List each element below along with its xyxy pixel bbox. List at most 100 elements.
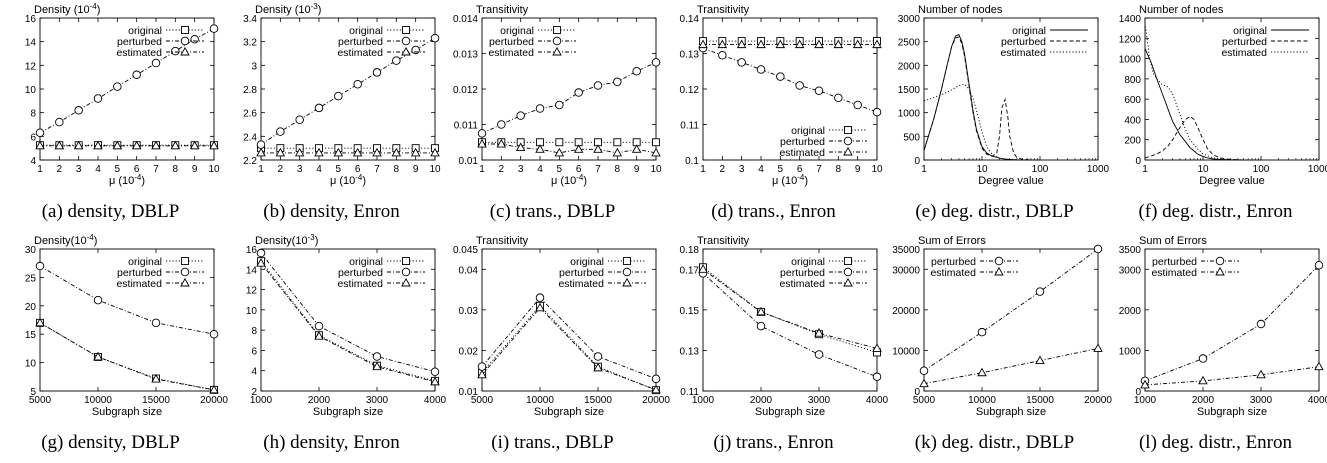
data-point-perturbed — [151, 318, 161, 328]
data-point-perturbed — [477, 362, 487, 371]
data-point-original — [555, 138, 564, 147]
x-tick-label: 5 — [115, 164, 121, 175]
data-point-perturbed — [314, 321, 324, 331]
series-line-perturbed — [260, 252, 436, 373]
x-tick-label: 3 — [76, 164, 82, 175]
series-line-perturbed — [39, 265, 215, 335]
data-point-estimated — [112, 140, 123, 150]
y-tick-label: 0.01 — [459, 387, 479, 398]
legend-label-estimated: estimated — [337, 47, 383, 59]
data-point-perturbed — [872, 107, 882, 117]
chart-e: Number of nodes 1 10 100 1000 0 500 1000 1500 200… — [898, 4, 1110, 187]
legend-label-perturbed: perturbed — [1152, 256, 1197, 268]
legend-label-estimated: estimated — [930, 267, 976, 279]
legend-marker-original — [844, 126, 852, 134]
legend-marker-perturbed — [401, 36, 411, 46]
series-line-original — [39, 322, 215, 391]
data-point-estimated — [814, 39, 824, 49]
y-tick-label: 10 — [246, 306, 258, 317]
chart-panel-g: Density(10-4) 5000 10000 15000 20000 5 10 15 20 2… — [0, 231, 228, 462]
data-point-estimated — [410, 147, 421, 157]
series-line-perturbed — [702, 272, 878, 378]
chart-title-text: Density(10 — [255, 235, 308, 247]
x-tick-label: 1 — [1142, 164, 1148, 175]
chart-caption: (j) trans., Enron — [713, 432, 834, 453]
series-perturbed — [256, 248, 440, 376]
data-point-perturbed — [334, 91, 343, 101]
legend-label-original: original — [128, 256, 162, 268]
series-line-perturbed — [39, 28, 215, 134]
legend-label-perturbed: perturbed — [559, 267, 604, 279]
x-tick-label: 4000 — [866, 395, 889, 406]
y-tick-label: 0.03 — [459, 306, 479, 317]
x-tick-label: 1 — [479, 164, 485, 175]
series-estimated — [698, 39, 882, 49]
series-perturbed — [35, 261, 219, 339]
series-estimated — [1140, 361, 1324, 389]
x-axis-label-close: ) — [804, 175, 808, 187]
data-point-estimated — [477, 138, 487, 148]
chart-title-text: Number of nodes — [918, 4, 1003, 16]
data-point-original — [613, 138, 622, 147]
y-tick-label: 30 — [25, 245, 37, 256]
chart-title-close: ) — [315, 235, 319, 247]
plot-frame — [1144, 248, 1320, 392]
legend-label-estimated: estimated — [337, 278, 383, 290]
x-tick-label: 10 — [1197, 164, 1209, 175]
y-tick-label: 12 — [246, 286, 258, 297]
x-tick-label: 6 — [576, 164, 582, 175]
chart-i: Transitivity 5000 10000 15000 20000 0.01 0.02 0… — [453, 235, 670, 418]
chart-g: Density(10-4) 5000 10000 15000 20000 5 10 15 20 2… — [25, 233, 228, 418]
chart-l: Sum of Errors100020003000400001000200030… — [1119, 235, 1327, 418]
x-tick-label: 4 — [758, 164, 764, 175]
x-axis-label: Subgraph size — [313, 406, 383, 418]
chart-caption: (l) deg. distr., Enron — [1138, 432, 1293, 453]
legend-marker-perturbed — [180, 267, 190, 277]
data-point-estimated — [919, 378, 929, 388]
series-perturbed — [1140, 260, 1324, 386]
series-original — [36, 318, 218, 394]
data-point-estimated — [698, 39, 708, 49]
x-axis-label: Subgraph size — [534, 406, 604, 418]
x-axis-label: Degree value — [1199, 175, 1264, 187]
plot-frame — [923, 248, 1099, 392]
chart-title: Sum of Errors — [918, 235, 986, 247]
legend-marker-original — [553, 26, 561, 34]
legend-marker-original — [181, 26, 189, 34]
series-line-estimated — [1144, 366, 1320, 386]
y-tick-label: 0.1 — [685, 156, 699, 167]
series-perturbed — [919, 244, 1103, 375]
legend-label-original: original — [349, 256, 383, 268]
series-estimated — [35, 140, 219, 150]
chart-panel-a: Density (10-4) 1 2 3 4 5 6 7 8 9 10 4 6 8 10 12 14 16 μ (1… — [0, 0, 221, 231]
chart-title-text: Transitivity — [476, 4, 529, 16]
chart-h: Density(10-3) 1000 2000 3000 4000 2 4 6 8 10 12 14 1… — [246, 233, 447, 418]
y-tick-label: 0 — [1135, 156, 1141, 167]
x-tick-label: 3 — [297, 164, 303, 175]
chart-title-text: Density (10 — [255, 4, 311, 16]
legend-marker-estimated — [552, 46, 562, 56]
data-point-perturbed — [35, 261, 45, 271]
data-point-estimated — [651, 384, 661, 394]
x-tick-label: 10 — [976, 164, 988, 175]
x-axis-label-text: Subgraph size — [313, 406, 383, 418]
series-line-perturbed — [481, 61, 657, 134]
x-tick-label: 10000 — [968, 395, 996, 406]
x-tick-label: 8 — [173, 164, 179, 175]
y-tick-label: 1500 — [898, 85, 921, 96]
x-axis-label: Subgraph size — [1197, 406, 1267, 418]
series-perturbed — [477, 293, 661, 384]
data-point-estimated — [612, 147, 623, 157]
data-point-perturbed — [256, 140, 266, 149]
chart-panel-j: Transitivity 1000 2000 3000 4000 0.11 0.13 0.15… — [663, 231, 889, 462]
chart-panel-k: Sum of Errors 5000 10000 15000 20000 0 10000 20… — [884, 231, 1112, 462]
legend-marker-perturbed — [552, 36, 562, 46]
chart-title: Transitivity — [476, 4, 529, 16]
data-point-perturbed — [872, 372, 882, 382]
data-point-perturbed — [718, 51, 727, 60]
x-tick-label: 15000 — [142, 395, 170, 406]
y-tick-label: 4 — [30, 156, 36, 167]
